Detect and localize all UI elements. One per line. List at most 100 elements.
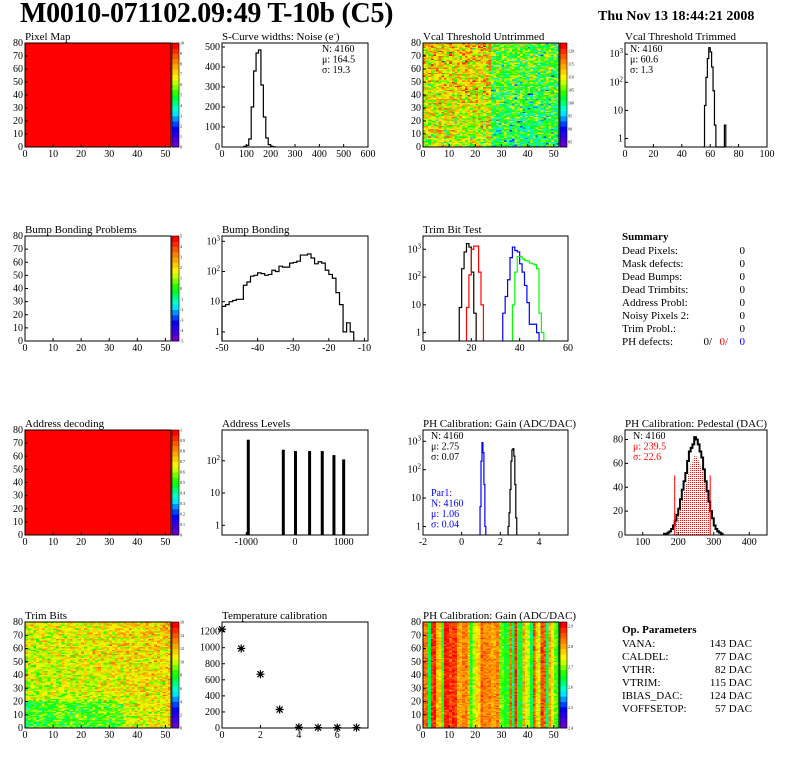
histogram-peak bbox=[293, 451, 297, 535]
x-tick-label: 0 bbox=[23, 343, 28, 354]
palette-band bbox=[172, 121, 179, 127]
y-tick-label: 10 bbox=[13, 710, 23, 721]
y-tick-label: 0 bbox=[18, 723, 23, 734]
histogram-bin-red bbox=[694, 454, 696, 535]
y-tick-label: 40 bbox=[13, 478, 23, 489]
op-parameter-label: CALDEL: bbox=[622, 651, 668, 663]
palette-band bbox=[560, 84, 567, 91]
x-tick-label: 0 bbox=[623, 149, 628, 160]
palette-band bbox=[560, 141, 567, 148]
y-tick-label: 50 bbox=[411, 657, 421, 668]
x-tick-label: 100 bbox=[635, 537, 650, 548]
x-tick-label: 20 bbox=[76, 537, 86, 548]
y-tick-label: 70 bbox=[13, 438, 23, 449]
histogram-bin-red bbox=[688, 466, 691, 535]
histogram-bin-red bbox=[687, 474, 689, 535]
y-tick-label: 80 bbox=[13, 38, 23, 49]
exponent: 2 bbox=[620, 75, 624, 83]
palette-band bbox=[172, 79, 179, 86]
palette-band bbox=[172, 659, 179, 665]
plot-frame bbox=[422, 235, 569, 342]
stats-line-red: σ: 22.6 bbox=[633, 452, 661, 463]
stats-line: σ: 19.3 bbox=[322, 65, 350, 76]
palette-tick-label: 85 bbox=[568, 139, 572, 144]
palette-tick-label: 0 bbox=[180, 533, 182, 538]
palette-tick-label: 2.8 bbox=[568, 644, 573, 649]
x-tick-label: 40 bbox=[523, 730, 533, 741]
histogram-peak bbox=[281, 449, 285, 535]
op-parameter-value: 143 DAC bbox=[710, 638, 752, 650]
exponent: 3 bbox=[620, 47, 624, 55]
x-tick-label: 10 bbox=[48, 537, 58, 548]
histogram-series bbox=[465, 245, 485, 341]
palette-band bbox=[560, 680, 567, 687]
y-tick-label: 103 bbox=[408, 242, 422, 255]
y-tick-label: 0 bbox=[18, 142, 23, 153]
palette-tick-label: 12 bbox=[180, 646, 184, 651]
chart-title: Pixel Map bbox=[25, 31, 71, 43]
palette-band bbox=[172, 675, 179, 681]
y-tick-label: 10 bbox=[13, 129, 23, 140]
data-point-star bbox=[237, 644, 246, 653]
palette-band bbox=[172, 669, 179, 676]
palette-band bbox=[172, 299, 179, 305]
x-tick-label: 10 bbox=[48, 730, 58, 741]
y-tick-label: 40 bbox=[411, 670, 421, 681]
op-parameter-value: 57 DAC bbox=[715, 703, 752, 715]
palette-band bbox=[172, 241, 179, 247]
y-tick-label: 0 bbox=[18, 530, 23, 541]
palette-band bbox=[560, 126, 567, 132]
y-tick-label: 80 bbox=[411, 617, 421, 628]
x-tick-label: 10 bbox=[444, 730, 454, 741]
palette-band bbox=[172, 466, 179, 473]
y-tick-label: 10 bbox=[13, 517, 23, 528]
palette-band bbox=[172, 503, 179, 510]
stats-line: σ: 0.07 bbox=[431, 452, 459, 463]
x-tick-label: 2 bbox=[498, 537, 503, 548]
y-tick-label: 60 bbox=[411, 644, 421, 655]
x-tick-label: 30 bbox=[104, 343, 114, 354]
stats-line: μ: 164.5 bbox=[322, 55, 355, 66]
chart-title: PH Calibration: Pedestal (DAC) bbox=[625, 418, 767, 430]
chart-bump-bonding: Bump Bonding -50 -40 -30 -20 -10 1 10 102 103 bbox=[207, 224, 372, 354]
x-tick-label: 10 bbox=[48, 149, 58, 160]
histogram-series bbox=[703, 47, 727, 148]
x-tick-label: 0 bbox=[23, 149, 28, 160]
y-tick-label: 400 bbox=[205, 691, 220, 702]
palette-band bbox=[172, 519, 179, 525]
stats-line: N: 4160 bbox=[431, 431, 464, 442]
summary-value: 0 bbox=[740, 310, 746, 322]
palette-band bbox=[172, 435, 179, 441]
palette-tick-label: 10 bbox=[180, 41, 184, 46]
plot-frame bbox=[221, 621, 369, 729]
plot-frame bbox=[624, 42, 768, 148]
x-tick-label: 50 bbox=[160, 343, 170, 354]
palette-tick-label: 90 bbox=[568, 126, 572, 131]
histogram-bin-red bbox=[699, 466, 702, 535]
palette-band bbox=[172, 508, 179, 515]
palette-band bbox=[172, 498, 179, 504]
palette-tick-label: 2.7 bbox=[568, 664, 573, 669]
summary-label: Address Probl: bbox=[622, 297, 688, 309]
chart-title: PH Calibration: Gain (ADC/DAC) bbox=[423, 418, 576, 430]
palette-band bbox=[560, 675, 567, 681]
stats-line-blue: σ: 0.04 bbox=[431, 520, 459, 531]
x-tick-label: 300 bbox=[706, 537, 721, 548]
palette-band bbox=[172, 314, 179, 321]
y-tick-label: 1 bbox=[416, 521, 421, 532]
palette-band bbox=[172, 477, 179, 483]
y-tick-label: 60 bbox=[13, 451, 23, 462]
x-tick-label: 4 bbox=[537, 537, 542, 548]
y-tick-label: 300 bbox=[205, 82, 220, 93]
data-point-star bbox=[275, 705, 284, 714]
palette-tick-label: 2.5 bbox=[568, 705, 573, 710]
exponent: 3 bbox=[418, 434, 422, 442]
x-tick-label: 2 bbox=[258, 730, 263, 741]
y-tick-label: 1 bbox=[215, 327, 220, 338]
chart-ph-gain-hist: PH Calibration: Gain (ADC/DAC) -2 0 2 4 1 10 10… bbox=[408, 418, 577, 548]
palette-band bbox=[172, 278, 179, 284]
ph-defects-value: 0/ bbox=[719, 336, 729, 348]
op-parameter-value: 82 DAC bbox=[715, 664, 752, 676]
palette-tick-label: 2 bbox=[180, 124, 182, 129]
y-tick-label: 102 bbox=[207, 454, 221, 467]
